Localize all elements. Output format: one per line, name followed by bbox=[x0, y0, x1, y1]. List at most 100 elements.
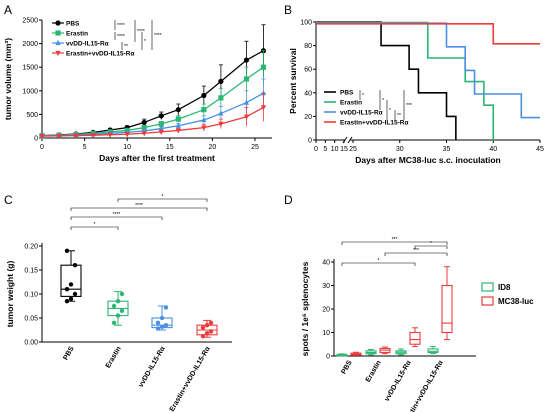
d-category-label: PBS bbox=[340, 359, 353, 375]
a-data-point bbox=[201, 107, 207, 113]
c-data-point bbox=[159, 324, 165, 329]
b-survival-curve-2 bbox=[316, 22, 540, 119]
d-y-tick-label: 10 bbox=[322, 330, 330, 337]
c-y-tick-label: 0.20 bbox=[24, 244, 38, 251]
c-data-point bbox=[72, 263, 78, 268]
b-y-tick-label: 80 bbox=[304, 43, 312, 50]
a-significance-label: **** bbox=[117, 34, 125, 40]
a-data-point bbox=[158, 121, 164, 127]
c-data-point bbox=[155, 326, 161, 331]
c-significance-bracket bbox=[70, 226, 119, 230]
a-legend-label: vvDD-IL15-Rα bbox=[66, 40, 109, 47]
d-category-label: vvDD-IL15-Rα bbox=[384, 359, 413, 403]
c-significance-label: * bbox=[162, 194, 164, 200]
a-data-point bbox=[218, 78, 224, 84]
d-significance-bracket bbox=[341, 241, 448, 245]
a-x-tick-label: 0 bbox=[40, 144, 44, 151]
d-legend-label: MC38-luc bbox=[498, 297, 534, 306]
c-data-point bbox=[111, 320, 117, 325]
d-significance-bracket bbox=[384, 252, 448, 256]
c-significance-label: * bbox=[94, 222, 96, 228]
b-significance-label: * bbox=[389, 108, 391, 114]
a-data-point bbox=[201, 92, 207, 99]
b-significance-label: * bbox=[362, 93, 364, 99]
b-x-tick-label: 25 bbox=[349, 146, 357, 153]
c-significance-label: **** bbox=[135, 203, 143, 209]
a-data-point bbox=[243, 57, 250, 63]
d-box bbox=[441, 284, 453, 334]
c-y-tick-label: 0.15 bbox=[24, 268, 38, 275]
a-legend-0-marker bbox=[55, 20, 61, 26]
a-x-tick-label: 25 bbox=[251, 144, 259, 151]
c-y-axis-label: tumor weight (g) bbox=[5, 261, 15, 328]
a-legend-label: Erastin+vvDD-IL15-Rα bbox=[66, 50, 134, 57]
c-significance-bracket bbox=[70, 216, 163, 220]
panel-label-d: D bbox=[284, 193, 293, 207]
a-data-point bbox=[175, 122, 181, 128]
b-survival-curve-0 bbox=[316, 21, 457, 140]
panel-label-a: A bbox=[4, 3, 12, 17]
b-x-tick-label: 10 bbox=[331, 146, 339, 153]
d-y-tick-label: 30 bbox=[322, 283, 330, 290]
c-data-point bbox=[72, 291, 78, 297]
c-data-point bbox=[204, 331, 210, 336]
b-x-tick-label: 5 bbox=[323, 146, 327, 153]
d-y-tick-label: 40 bbox=[322, 260, 330, 267]
a-series-line-2 bbox=[41, 92, 264, 137]
c-data-point bbox=[111, 303, 117, 309]
c-data-point bbox=[200, 334, 206, 339]
d-significance-bracket bbox=[414, 245, 448, 249]
panel-label-c: C bbox=[4, 193, 13, 207]
a-data-point bbox=[243, 99, 250, 105]
a-legend-label: PBS bbox=[66, 20, 80, 27]
a-data-point bbox=[124, 132, 130, 138]
a-data-point bbox=[201, 125, 207, 131]
a-legend-1-marker bbox=[55, 30, 61, 36]
a-data-point bbox=[218, 121, 224, 127]
b-legend-label: Erastin bbox=[340, 99, 362, 106]
c-significance-label: **** bbox=[113, 212, 121, 218]
b-x-tick-label: 35 bbox=[443, 146, 451, 153]
a-data-point bbox=[107, 132, 113, 138]
d-y-axis-label: spots / 1e⁶ splenocytes bbox=[300, 261, 310, 356]
c-data-point bbox=[68, 282, 74, 287]
a-data-point bbox=[260, 105, 267, 111]
d-category-label: Erastin bbox=[365, 360, 383, 384]
a-data-point bbox=[39, 134, 45, 140]
a-y-tick-label: 1500 bbox=[22, 65, 38, 72]
c-data-point bbox=[204, 323, 210, 328]
panel-label-b: B bbox=[284, 3, 292, 17]
a-y-tick-label: 2500 bbox=[22, 18, 38, 25]
b-x-axis-label: Days after MC38-luc s.c. inoculation bbox=[355, 155, 500, 165]
b-significance-label: *** bbox=[406, 103, 412, 109]
d-significance-label: * bbox=[430, 241, 432, 247]
a-data-point bbox=[175, 107, 181, 113]
d-y-tick-label: 0 bbox=[326, 354, 330, 361]
c-significance-bracket bbox=[70, 207, 208, 211]
a-legend-3-marker bbox=[55, 50, 61, 57]
b-y-tick-label: 20 bbox=[304, 114, 312, 121]
b-x-tick-label: 40 bbox=[489, 146, 497, 153]
a-data-point bbox=[175, 116, 181, 122]
c-data-point bbox=[163, 305, 169, 310]
c-data-point bbox=[115, 299, 121, 304]
c-data-point bbox=[155, 320, 161, 325]
a-x-tick-label: 15 bbox=[166, 144, 174, 151]
a-significance-label: **** bbox=[117, 23, 125, 29]
b-significance-label: ** bbox=[397, 113, 401, 119]
d-box bbox=[409, 331, 421, 345]
a-data-point bbox=[175, 128, 181, 134]
b-survival-curve-1 bbox=[316, 21, 495, 141]
b-y-axis-label: Percent survival bbox=[288, 48, 298, 114]
b-x-tick-label: 0 bbox=[314, 146, 318, 153]
a-data-point bbox=[218, 95, 224, 101]
b-x-tick-label: 30 bbox=[396, 146, 404, 153]
a-y-tick-label: 0 bbox=[34, 136, 38, 143]
a-data-point bbox=[141, 125, 147, 131]
chart-a-tumor-volume: 0 500 1000 1500 2000 2500 0 5 10 15 20 25 Days after… bbox=[3, 18, 272, 163]
a-data-point bbox=[201, 116, 207, 123]
a-legend-2-marker bbox=[55, 39, 61, 46]
c-data-point bbox=[163, 323, 169, 328]
